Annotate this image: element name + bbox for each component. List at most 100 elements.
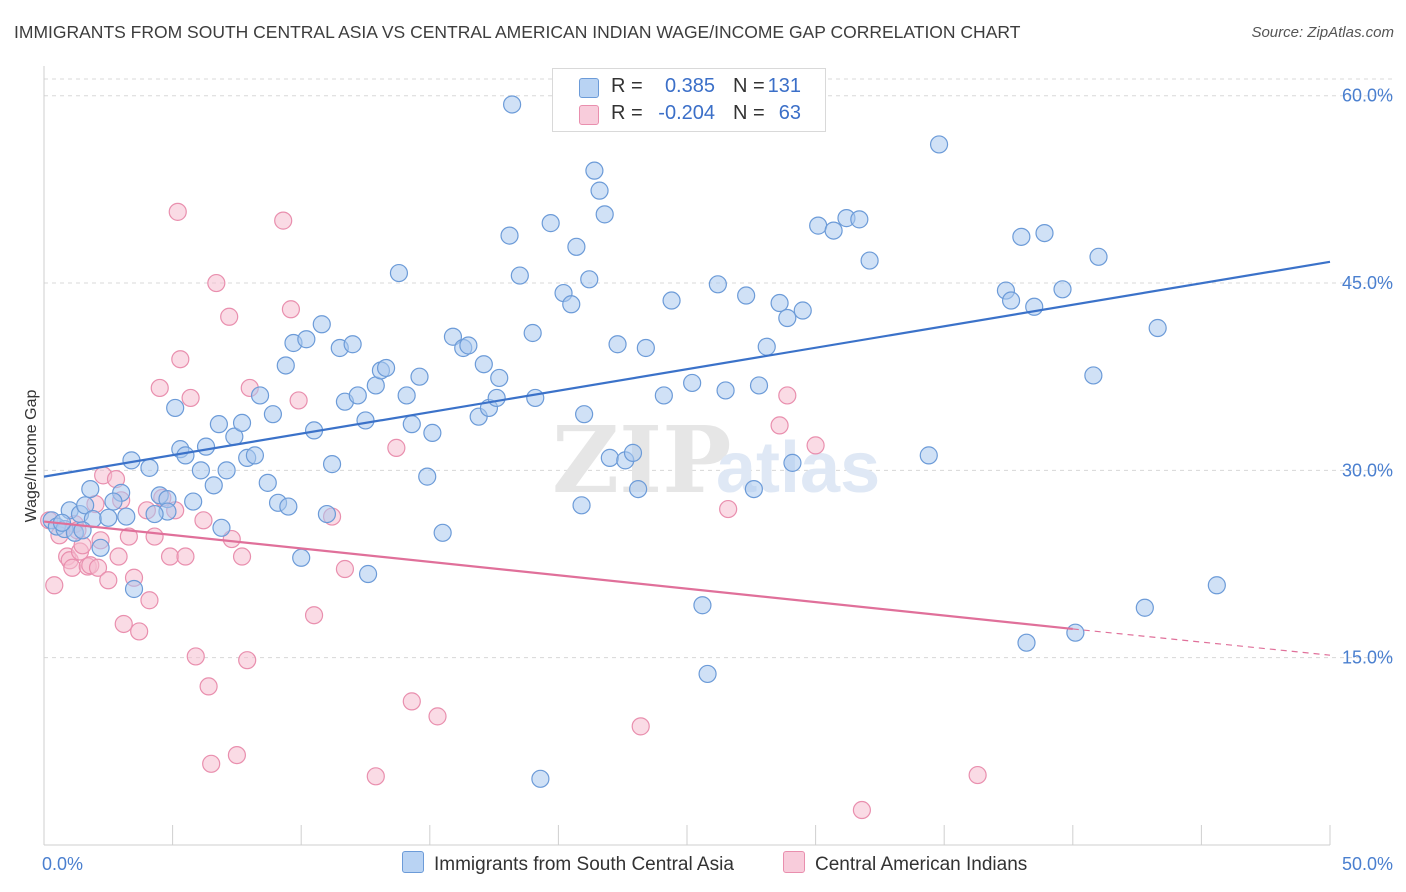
data-point (358, 564, 378, 584)
data-point (636, 338, 655, 358)
data-point (698, 664, 717, 684)
x-tick-label-max: 50.0% (1342, 854, 1393, 874)
data-point (389, 263, 409, 283)
data-point (541, 214, 560, 233)
data-point (279, 497, 298, 516)
bottom-legend-swatch-pink (783, 851, 805, 873)
data-point (227, 745, 246, 765)
data-point (631, 717, 650, 736)
data-point (140, 458, 159, 477)
data-point (428, 707, 447, 726)
series-immigrants-south-central-asia (42, 95, 1226, 788)
data-point (191, 461, 210, 480)
bottom-legend-label: Immigrants from South Central Asia (434, 854, 734, 875)
data-point (487, 388, 506, 408)
data-point (1207, 576, 1226, 595)
legend-r-label: R = (611, 102, 643, 124)
data-point (343, 335, 362, 354)
data-point (1053, 280, 1072, 299)
data-point (297, 330, 316, 349)
data-point (184, 492, 203, 511)
data-point (124, 579, 144, 599)
data-point (572, 496, 591, 515)
data-point (387, 438, 406, 457)
data-point (263, 405, 283, 424)
data-point (402, 415, 421, 434)
data-point (232, 413, 252, 433)
data-point (348, 386, 367, 405)
data-point (778, 386, 797, 405)
data-point (312, 315, 331, 334)
data-point (850, 210, 869, 229)
data-point (199, 677, 218, 696)
legend: R = 0.385 N = 131 R = -0.204 N = 63 (552, 68, 826, 132)
data-point (683, 373, 702, 393)
data-point (88, 558, 108, 577)
data-point (160, 547, 180, 566)
data-point (176, 547, 195, 566)
data-point (770, 416, 789, 435)
data-point (562, 295, 581, 314)
data-point (171, 350, 190, 369)
data-point (109, 547, 128, 566)
trend-line-blue (43, 260, 1331, 478)
legend-swatch-blue (579, 78, 599, 98)
bottom-legend-swatch-blue (402, 851, 424, 873)
legend-n-label: N = (733, 75, 765, 97)
data-point (91, 538, 110, 557)
data-point (1035, 223, 1054, 243)
data-point (176, 446, 195, 465)
data-point (716, 381, 735, 400)
data-point (1084, 366, 1103, 385)
data-point (1001, 291, 1021, 310)
data-point (274, 211, 293, 230)
data-point (474, 355, 493, 374)
data-point (590, 181, 609, 200)
data-point (217, 461, 236, 480)
data-point (1148, 318, 1167, 338)
legend-r-value: -0.204 (658, 102, 715, 124)
data-point (119, 527, 138, 546)
data-point (526, 388, 545, 408)
data-point (757, 337, 776, 356)
data-point (232, 547, 252, 566)
data-point (595, 205, 614, 224)
data-point (929, 135, 949, 154)
data-point (629, 479, 648, 499)
data-point (250, 386, 270, 405)
data-point (202, 754, 221, 773)
data-point (212, 518, 231, 537)
data-point (258, 473, 277, 492)
data-point (490, 368, 509, 388)
y-tick-label: 15.0% (1342, 648, 1393, 668)
bottom-legend-label: Central American Indians (815, 854, 1028, 875)
data-point (443, 327, 463, 346)
data-point (281, 300, 301, 319)
data-point (181, 388, 200, 408)
data-point (335, 559, 355, 579)
data-point (693, 596, 712, 615)
tick-labels: 15.0% 30.0% 45.0% 60.0% 0.0% 50.0% (42, 86, 1393, 874)
data-point (76, 496, 95, 515)
data-point (196, 437, 216, 456)
y-tick-label: 30.0% (1342, 460, 1393, 480)
legend-r-value: 0.385 (664, 75, 715, 97)
data-point (238, 651, 257, 670)
data-point (276, 356, 295, 375)
data-point (402, 692, 421, 711)
data-point (376, 358, 396, 378)
grid-layer (44, 78, 1393, 659)
data-point (824, 221, 843, 240)
data-point (503, 95, 522, 114)
data-point (99, 508, 118, 527)
legend-swatch-pink (579, 105, 599, 125)
data-point (1089, 247, 1108, 266)
data-point (662, 291, 681, 310)
data-point (194, 511, 213, 530)
data-point (500, 226, 519, 245)
data-point (708, 275, 727, 294)
data-point (397, 386, 416, 405)
data-point (575, 405, 594, 424)
y-tick-label: 60.0% (1342, 86, 1393, 106)
